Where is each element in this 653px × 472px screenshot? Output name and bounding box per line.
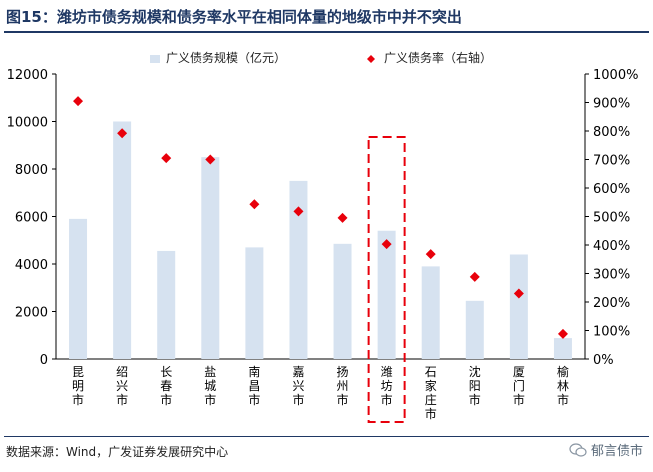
rate-point bbox=[73, 96, 84, 107]
x-tick-label: 潍 bbox=[381, 365, 393, 379]
x-tick-label: 石 bbox=[425, 365, 437, 379]
x-tick-label: 长 bbox=[160, 365, 172, 379]
x-tick-label: 春 bbox=[160, 379, 172, 393]
bar bbox=[113, 121, 132, 359]
x-tick-label: 市 bbox=[72, 392, 84, 407]
y-left-tick-label: 0 bbox=[40, 353, 48, 368]
bar bbox=[157, 250, 176, 359]
y-left-tick-label: 6000 bbox=[15, 211, 48, 226]
title-divider bbox=[4, 31, 649, 33]
figure-title-bar: 图15：潍坊市债务规模和债务率水平在相同体量的地级市中并不突出 bbox=[0, 0, 653, 30]
x-tick-label: 州 bbox=[337, 379, 349, 393]
x-tick-label: 昌 bbox=[248, 379, 260, 393]
x-tick-label: 明 bbox=[72, 379, 84, 393]
bar bbox=[289, 180, 308, 359]
y-right-tick-label: 500% bbox=[593, 211, 630, 226]
y-right-tick-label: 100% bbox=[593, 325, 630, 340]
x-tick-label: 市 bbox=[116, 392, 128, 407]
legend-swatch-bar bbox=[150, 55, 160, 63]
x-tick-label: 家 bbox=[425, 378, 437, 393]
debt-chart: 广义债务规模（亿元） 广义债务率（右轴） 0 2000 4000 6000 8000 1000… bbox=[7, 50, 638, 423]
x-tick-label: 城 bbox=[204, 379, 216, 393]
bottom-divider bbox=[4, 436, 649, 437]
y-right-tick-label: 900% bbox=[593, 97, 630, 112]
bar bbox=[465, 300, 484, 359]
bar bbox=[201, 157, 220, 359]
bar bbox=[333, 243, 352, 359]
x-tick-label: 绍 bbox=[116, 365, 128, 379]
x-tick-label: 门 bbox=[513, 378, 525, 393]
x-tick-label: 市 bbox=[381, 392, 393, 407]
watermark-text: 郁言债市 bbox=[590, 444, 643, 459]
x-tick-label: 市 bbox=[557, 392, 569, 407]
y-left-tick-label: 8000 bbox=[15, 163, 48, 178]
rate-point bbox=[337, 212, 348, 223]
wechat-icon bbox=[569, 442, 587, 457]
x-tick-label: 坊 bbox=[381, 378, 393, 393]
x-tick-label: 厦 bbox=[513, 365, 525, 379]
x-tick-label: 市 bbox=[337, 392, 349, 407]
y-left-tick-label: 4000 bbox=[15, 258, 48, 273]
x-tick-label: 昆 bbox=[72, 365, 84, 379]
y-left-tick-label: 2000 bbox=[15, 306, 48, 321]
y-left-tick-label: 10000 bbox=[7, 116, 48, 131]
rate-point bbox=[469, 271, 480, 282]
x-tick-label: 盐 bbox=[204, 365, 216, 379]
x-tick-label: 扬 bbox=[337, 364, 349, 379]
x-tick-label: 市 bbox=[248, 392, 260, 407]
rate-point bbox=[557, 328, 568, 339]
x-tick-label: 市 bbox=[425, 406, 437, 421]
bar bbox=[553, 338, 572, 359]
rate-point bbox=[381, 239, 392, 250]
rate-point bbox=[117, 128, 128, 139]
legend-label-rate: 广义债务率（右轴） bbox=[384, 50, 492, 65]
bar bbox=[509, 254, 528, 359]
legend-label-bar: 广义债务规模（亿元） bbox=[166, 50, 286, 65]
y-right-tick-label: 700% bbox=[593, 154, 630, 169]
rate-point bbox=[205, 154, 216, 165]
y-right-tick-label: 800% bbox=[593, 125, 630, 140]
x-tick-label: 沈 bbox=[469, 364, 481, 379]
x-tick-label: 南 bbox=[248, 364, 260, 379]
rate-point bbox=[425, 249, 436, 260]
y-right-tick-label: 600% bbox=[593, 182, 630, 197]
watermark: 郁言债市 bbox=[569, 440, 643, 459]
rate-point bbox=[161, 153, 172, 164]
x-tick-label: 兴 bbox=[292, 379, 304, 393]
figure-title: 图15：潍坊市债务规模和债务率水平在相同体量的地级市中并不突出 bbox=[6, 8, 462, 26]
y-right-tick-label: 0% bbox=[593, 353, 614, 368]
legend-marker-rate bbox=[367, 55, 375, 63]
x-tick-label: 阳 bbox=[469, 379, 481, 393]
bar bbox=[377, 230, 396, 359]
bar bbox=[421, 266, 440, 359]
y-right-tick-label: 1000% bbox=[593, 68, 638, 83]
rate-point bbox=[249, 199, 260, 210]
y-right-tick-label: 400% bbox=[593, 239, 630, 254]
rate-point bbox=[513, 288, 524, 299]
x-tick-label: 庄 bbox=[425, 392, 437, 407]
x-tick-label: 市 bbox=[204, 392, 216, 407]
y-left-tick-label: 12000 bbox=[7, 68, 48, 83]
x-tick-label: 市 bbox=[469, 392, 481, 407]
x-tick-label: 市 bbox=[160, 392, 172, 407]
source-note: 数据来源：Wind，广发证券发展研究中心 bbox=[6, 445, 229, 459]
highlight-box bbox=[367, 136, 406, 423]
x-tick-label: 市 bbox=[292, 392, 304, 407]
x-tick-label: 市 bbox=[513, 392, 525, 407]
chart-area: 广义债务规模（亿元） 广义债务率（右轴） 0 2000 4000 6000 8000 1000… bbox=[0, 40, 653, 435]
rate-point bbox=[293, 206, 304, 217]
y-right-tick-label: 300% bbox=[593, 268, 630, 283]
x-tick-label: 林 bbox=[557, 379, 569, 393]
bar bbox=[69, 218, 88, 359]
x-tick-label: 榆 bbox=[557, 364, 569, 379]
y-right-tick-label: 200% bbox=[593, 296, 630, 311]
x-tick-label: 兴 bbox=[116, 379, 128, 393]
x-tick-label: 嘉 bbox=[292, 365, 304, 379]
bar bbox=[245, 247, 264, 359]
